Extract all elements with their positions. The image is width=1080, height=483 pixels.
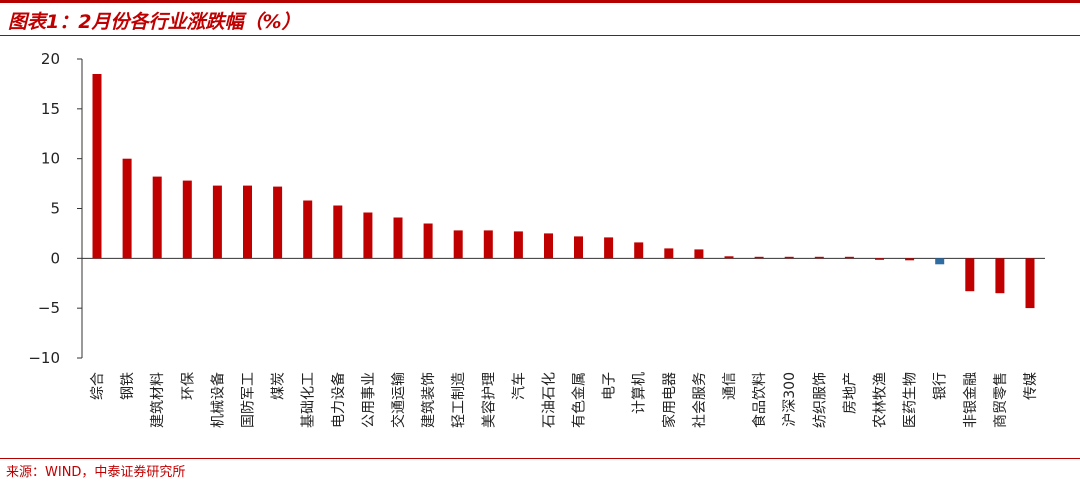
bar-通信 <box>724 256 734 259</box>
category-label: 家用电器 <box>661 372 678 428</box>
y-tick-label: 10 <box>41 150 60 168</box>
category-label: 房地产 <box>842 372 858 414</box>
bar-基础化工 <box>303 200 313 259</box>
y-tick-label: −5 <box>38 299 60 317</box>
category-label: 轻工制造 <box>451 372 467 428</box>
category-label: 银行 <box>933 372 949 400</box>
bar-非银金融 <box>965 258 975 292</box>
bar-银行 <box>935 258 945 265</box>
category-label: 环保 <box>180 372 196 400</box>
bar-农林牧渔 <box>875 258 884 260</box>
bar-交通运输 <box>393 217 403 259</box>
category-label: 交通运输 <box>390 372 407 428</box>
bar-chart: 20 15 10 5 0 −5 −10 综合 钢铁 建筑材料 环保 机械设备 国防军工 煤炭 基础化工 电力… <box>28 50 1045 428</box>
bar-电子 <box>604 237 614 259</box>
category-label: 基础化工 <box>300 372 317 428</box>
bar-建筑装饰 <box>423 223 433 259</box>
category-label: 沪深300 <box>782 372 798 427</box>
y-tick-label: −10 <box>28 349 60 367</box>
category-label: 传媒 <box>1023 372 1039 400</box>
bar-机械设备 <box>212 185 222 259</box>
bar-房地产 <box>844 256 854 259</box>
category-label: 农林牧渔 <box>873 372 889 428</box>
category-label: 煤炭 <box>271 372 287 400</box>
footer-divider <box>0 458 1080 459</box>
chart-bars <box>92 74 1035 309</box>
bar-钢铁 <box>122 158 132 259</box>
chart-category-labels: 综合 钢铁 建筑材料 环保 机械设备 国防军工 煤炭 基础化工 电力设备 公用事业 交通运输 建筑装饰… <box>90 372 1039 428</box>
category-label: 计算机 <box>632 372 648 414</box>
bar-国防军工 <box>243 185 252 259</box>
bar-沪深300 <box>784 256 794 259</box>
category-label: 社会服务 <box>692 372 708 428</box>
category-label: 石油石化 <box>542 372 558 428</box>
category-label: 建筑装饰 <box>421 372 437 428</box>
source-note: 来源：WIND，中泰证券研究所 <box>6 465 186 480</box>
bar-石油石化 <box>544 233 553 259</box>
category-label: 汽车 <box>510 372 527 400</box>
category-label: 食品饮料 <box>751 372 768 428</box>
y-tick-label: 20 <box>41 50 60 68</box>
bar-医药生物 <box>905 258 915 261</box>
bar-综合 <box>92 74 102 259</box>
bar-轻工制造 <box>453 230 463 259</box>
category-label: 电力设备 <box>330 372 347 428</box>
bar-计算机 <box>634 242 644 259</box>
category-label: 医药生物 <box>903 372 919 428</box>
category-label: 纺织服饰 <box>812 372 828 428</box>
y-tick-label: 0 <box>50 249 60 267</box>
category-label: 机械设备 <box>209 372 226 428</box>
bar-电力设备 <box>333 205 343 259</box>
category-label: 综合 <box>90 372 106 400</box>
bar-纺织服饰 <box>814 256 824 259</box>
bar-煤炭 <box>273 186 283 259</box>
chart-axes: 20 15 10 5 0 −5 −10 <box>28 50 1045 367</box>
bar-食品饮料 <box>754 256 764 259</box>
page-title: 图表1：2月份各行业涨跌幅（%） <box>8 11 301 33</box>
bar-传媒 <box>1025 258 1035 309</box>
category-label: 国防军工 <box>241 372 257 428</box>
bar-环保 <box>182 180 192 259</box>
bar-汽车 <box>513 231 523 259</box>
title-bar: 图表1：2月份各行业涨跌幅（%） <box>0 0 1080 36</box>
bar-建筑材料 <box>152 176 162 259</box>
category-label: 有色金属 <box>571 372 588 428</box>
category-label: 商贸零售 <box>993 372 1009 428</box>
bar-社会服务 <box>694 249 704 259</box>
bar-公用事业 <box>363 212 373 259</box>
category-label: 公用事业 <box>361 372 377 428</box>
bar-商贸零售 <box>995 258 1005 294</box>
y-tick-label: 15 <box>41 100 60 118</box>
category-label: 通信 <box>722 372 738 400</box>
bar-美容护理 <box>483 230 493 259</box>
category-label: 美容护理 <box>480 372 497 428</box>
category-label: 电子 <box>602 372 618 400</box>
category-label: 建筑材料 <box>150 372 166 428</box>
bar-有色金属 <box>574 236 583 259</box>
bar-家用电器 <box>664 248 674 259</box>
y-tick-label: 5 <box>50 200 60 218</box>
category-label: 钢铁 <box>120 372 136 400</box>
category-label: 非银金融 <box>963 372 979 428</box>
